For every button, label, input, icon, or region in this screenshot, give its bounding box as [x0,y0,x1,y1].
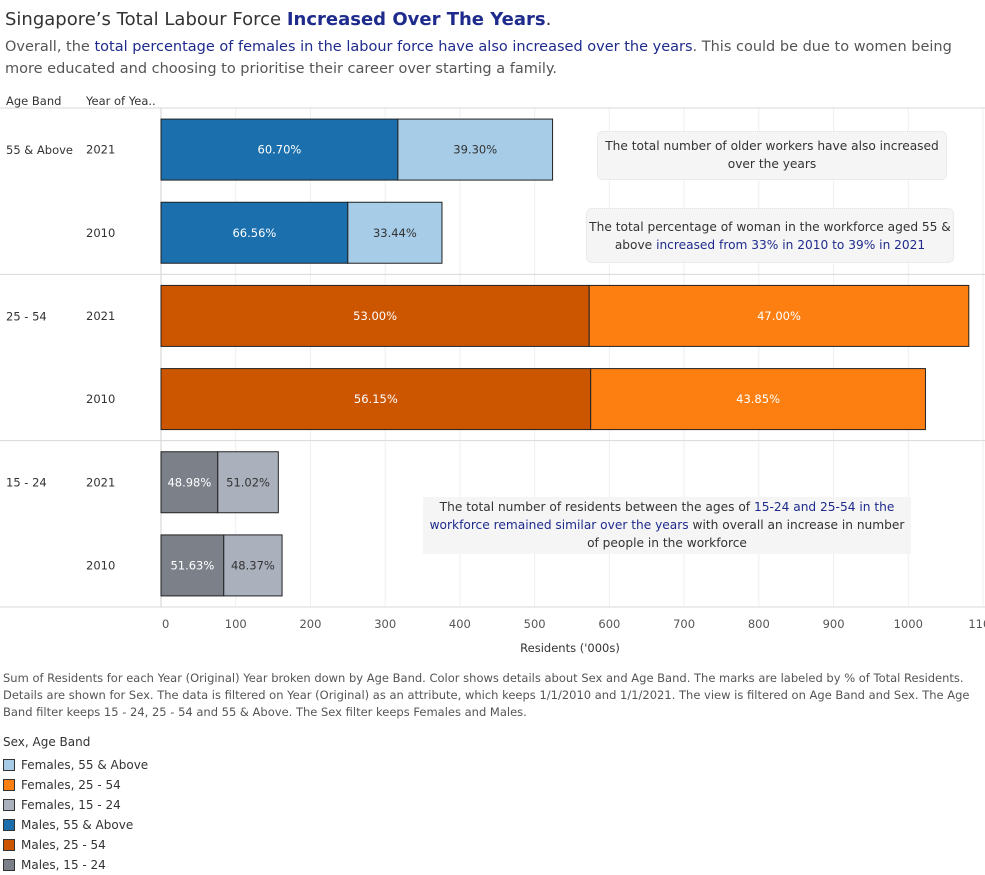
bar-chart: 55 & Above 2021 60.70% 39.30% 2010 66.56% 33.4… [0,107,985,655]
legend-item[interactable]: Males, 25 - 54 [3,835,148,855]
legend: Sex, Age Band Females, 55 & Above Females… [3,735,148,875]
x-tick-label: 300 [374,617,396,631]
age-band-header[interactable]: Age Band [6,94,62,108]
age-band-label: 55 & Above [6,143,73,157]
data-label: 66.56% [232,226,276,240]
x-tick-label: 1100 [968,617,985,631]
subtitle-text-1: Overall, the [5,39,95,55]
annotation-text: The total percentage of woman in the wor… [589,220,951,252]
annotation-women-55-above: The total percentage of woman in the wor… [586,208,954,263]
data-label: 47.00% [757,309,801,323]
bar-segment [160,284,590,347]
legend-swatch [3,859,15,871]
legend-label: Females, 55 & Above [21,758,149,772]
year-label: 2010 [86,226,115,240]
bar-segment [160,451,219,514]
age-band-label: 15 - 24 [6,476,47,490]
annotation-15-54: The total number of residents between th… [423,497,911,554]
age-band-label: 25 - 54 [6,309,47,323]
legend-item[interactable]: Females, 15 - 24 [3,795,148,815]
year-label: 2010 [86,392,115,406]
legend-label: Females, 15 - 24 [21,798,121,812]
subtitle-text-2: . This could be due to women being more … [5,39,952,77]
legend-swatch [3,799,15,811]
title-prefix: Singapore’s Total Labour Force [5,9,287,30]
x-tick-label: 900 [823,617,845,631]
legend-label: Females, 25 - 54 [21,778,121,792]
data-label: 33.44% [373,226,417,240]
x-tick-label: 800 [748,617,770,631]
bar-segment [590,368,926,431]
chart-title: Singapore’s Total Labour Force Increased… [5,9,551,30]
data-label: 39.30% [453,143,497,157]
legend-swatch [3,839,15,851]
year-label: 2021 [86,309,115,323]
bar-segment [160,368,592,431]
x-tick-label: 0 [162,617,169,631]
legend-label: Males, 55 & Above [21,818,134,832]
year-header[interactable]: Year of Yea.. [86,94,156,108]
bar-segment [217,451,279,514]
x-tick-label: 200 [299,617,321,631]
title-highlight: Increased Over The Years [286,9,546,30]
x-tick-label: 1000 [894,617,923,631]
legend-item[interactable]: Males, 15 - 24 [3,855,148,875]
data-label: 53.00% [353,309,397,323]
x-tick-label: 700 [673,617,695,631]
legend-items: Females, 55 & Above Females, 25 - 54 Femal… [3,755,148,875]
title-suffix: . [545,9,552,30]
bar-segment [160,118,399,181]
x-tick-label: 600 [598,617,620,631]
bar-segment [397,118,554,181]
data-label: 48.98% [167,475,211,489]
legend-label: Males, 15 - 24 [21,858,106,872]
bar-segment [588,284,970,347]
legend-item[interactable]: Males, 55 & Above [3,815,148,835]
caption: Sum of Residents for each Year (Original… [3,671,970,719]
annotation-text: The total number of residents between th… [439,500,754,514]
x-tick-label: 100 [225,617,247,631]
bar-segment [347,201,443,264]
x-axis-label: Residents ('000s) [520,641,620,655]
bar-segment [223,534,283,597]
data-label: 60.70% [258,143,302,157]
annotation-text: with overall an increase in number of pe… [587,518,905,550]
x-tick-label: 400 [449,617,471,631]
subtitle-highlight: total percentage of females in the labou… [94,39,693,55]
annotation-highlight: increased from 33% in 2010 to 39% in 202… [656,238,926,252]
data-label: 56.15% [354,392,398,406]
annotation-older-workers: The total number of older workers have a… [597,131,947,180]
data-label: 51.02% [226,475,270,489]
legend-item[interactable]: Females, 25 - 54 [3,775,148,795]
data-label: 43.85% [736,392,780,406]
chart-subtitle: Overall, the total percentage of females… [5,36,980,80]
annotation-highlight: 15-24 and 25-54 in the workforce remaine… [429,500,895,532]
data-label: 48.37% [231,558,275,572]
x-tick-label: 500 [524,617,546,631]
legend-swatch [3,779,15,791]
year-label: 2021 [86,475,115,489]
legend-label: Males, 25 - 54 [21,838,106,852]
legend-item[interactable]: Females, 55 & Above [3,755,148,775]
year-label: 2021 [86,143,115,157]
legend-swatch [3,759,15,771]
bar-segment [160,534,225,597]
data-label: 51.63% [170,558,214,572]
legend-title: Sex, Age Band [3,735,91,749]
legend-swatch [3,819,15,831]
year-label: 2010 [86,558,115,572]
